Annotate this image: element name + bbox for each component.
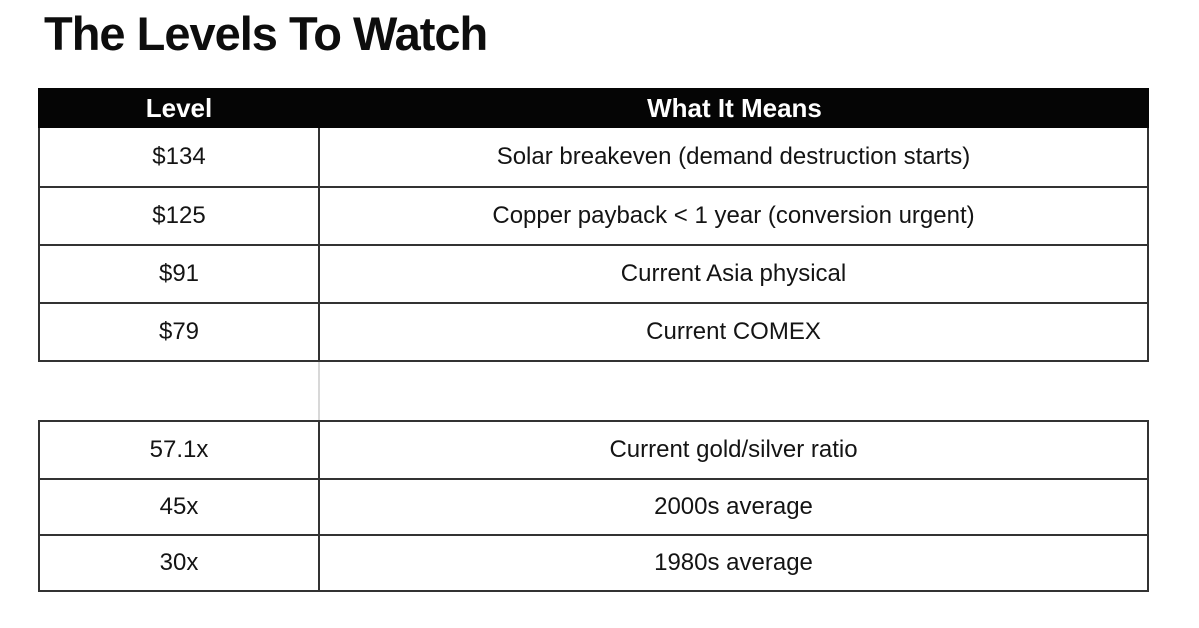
table-row: $125 Copper payback < 1 year (conversion… [40,186,1147,244]
table-section-gap [38,362,1149,420]
table-row: 30x 1980s average [40,534,1147,590]
gap-left-cell [38,362,320,420]
table-header-row: Level What It Means [38,88,1149,128]
meaning-cell: Solar breakeven (demand destruction star… [496,143,971,170]
level-cell: $79 [40,304,320,360]
table-row: $134 Solar breakeven (demand destruction… [40,128,1147,186]
page-title: The Levels To Watch [44,7,488,60]
table-row: 45x 2000s average [40,478,1147,534]
meaning-cell: Current Asia physical [620,260,847,287]
meaning-cell: 1980s average [654,549,813,576]
meaning-cell: Copper payback < 1 year (conversion urge… [492,202,975,229]
table-row: $91 Current Asia physical [40,244,1147,302]
table-row: $79 Current COMEX [40,302,1147,360]
level-cell: $125 [40,188,320,244]
gap-right-cell [320,362,1149,420]
meaning-cell: 2000s average [654,493,813,520]
level-cell: 57.1x [40,422,320,478]
level-cell: $134 [40,128,320,186]
level-cell: 45x [40,480,320,534]
meaning-cell: Current gold/silver ratio [609,436,858,463]
level-cell: $91 [40,246,320,302]
level-cell: 30x [40,536,320,590]
header-cell-meaning: What It Means [647,92,822,123]
header-cell-level: Level [145,92,213,123]
meaning-cell: Current COMEX [646,318,821,345]
table-row: 57.1x Current gold/silver ratio [40,422,1147,478]
levels-table: Level What It Means $134 Solar breakeven… [38,88,1149,592]
ratio-levels-section: 57.1x Current gold/silver ratio 45x 2000… [38,420,1149,592]
price-levels-section: $134 Solar breakeven (demand destruction… [38,128,1149,362]
